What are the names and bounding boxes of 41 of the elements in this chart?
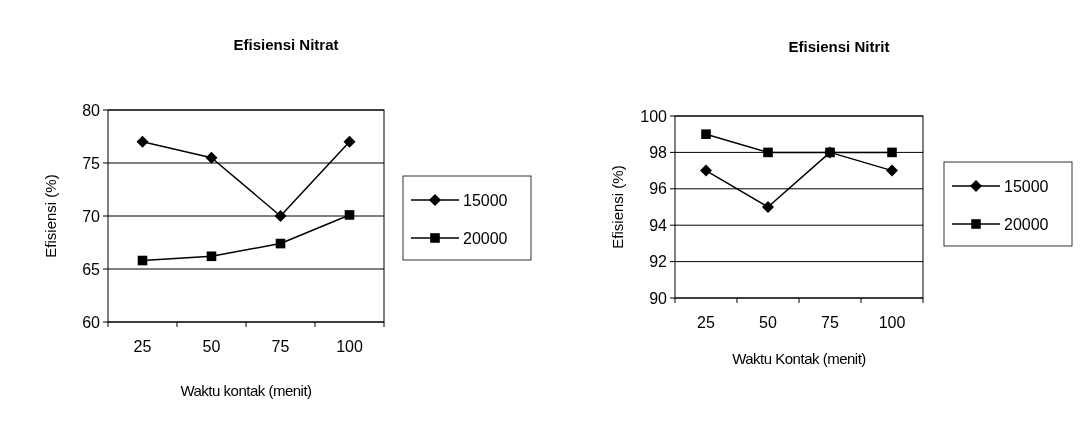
y-axis-title: Efisiensi (%) bbox=[42, 174, 59, 258]
x-tick-label: 100 bbox=[878, 314, 906, 331]
point bbox=[205, 151, 218, 164]
point bbox=[887, 147, 897, 158]
point bbox=[343, 135, 356, 148]
point bbox=[886, 164, 898, 177]
point bbox=[763, 147, 773, 158]
point bbox=[136, 135, 149, 148]
x-axis-title: Waktu kontak (menit) bbox=[180, 382, 313, 399]
y-tick-label: 75 bbox=[82, 154, 101, 172]
x-tick-label: 50 bbox=[759, 314, 777, 331]
y-axis-title: Efisiensi (%) bbox=[609, 165, 626, 249]
point bbox=[762, 201, 774, 213]
y-tick-label: 90 bbox=[649, 289, 668, 307]
point bbox=[701, 129, 711, 139]
x-tick-label: 100 bbox=[336, 338, 363, 355]
y-tick-label: 70 bbox=[82, 207, 101, 225]
y-tick-label: 100 bbox=[640, 107, 668, 125]
point bbox=[206, 251, 217, 262]
y-tick-label: 80 bbox=[82, 101, 101, 119]
chart-title: Efisiensi Nitrat bbox=[233, 36, 339, 53]
x-axis-title: Waktu Kontak (menit) bbox=[732, 350, 867, 367]
y-tick-label: 60 bbox=[82, 313, 101, 331]
legend-label: 15000 bbox=[1004, 177, 1049, 195]
legend-label: 15000 bbox=[463, 191, 508, 209]
x-tick-label: 25 bbox=[133, 338, 152, 355]
chart-title: Efisiensi Nitrit bbox=[788, 38, 890, 55]
x-tick-label: 50 bbox=[202, 338, 221, 355]
y-tick-label: 94 bbox=[649, 216, 668, 234]
point bbox=[344, 210, 355, 220]
y-tick-label: 98 bbox=[649, 144, 668, 161]
y-tick-label: 65 bbox=[82, 260, 101, 278]
x-tick-label: 25 bbox=[697, 314, 715, 331]
point bbox=[700, 164, 712, 177]
legend-label: 20000 bbox=[1004, 215, 1049, 233]
x-tick-label: 75 bbox=[271, 338, 290, 355]
legend-label: 20000 bbox=[463, 229, 508, 247]
x-tick-label: 75 bbox=[821, 314, 839, 331]
y-tick-label: 92 bbox=[649, 253, 668, 271]
point bbox=[274, 210, 287, 222]
y-tick-label: 96 bbox=[649, 180, 668, 198]
